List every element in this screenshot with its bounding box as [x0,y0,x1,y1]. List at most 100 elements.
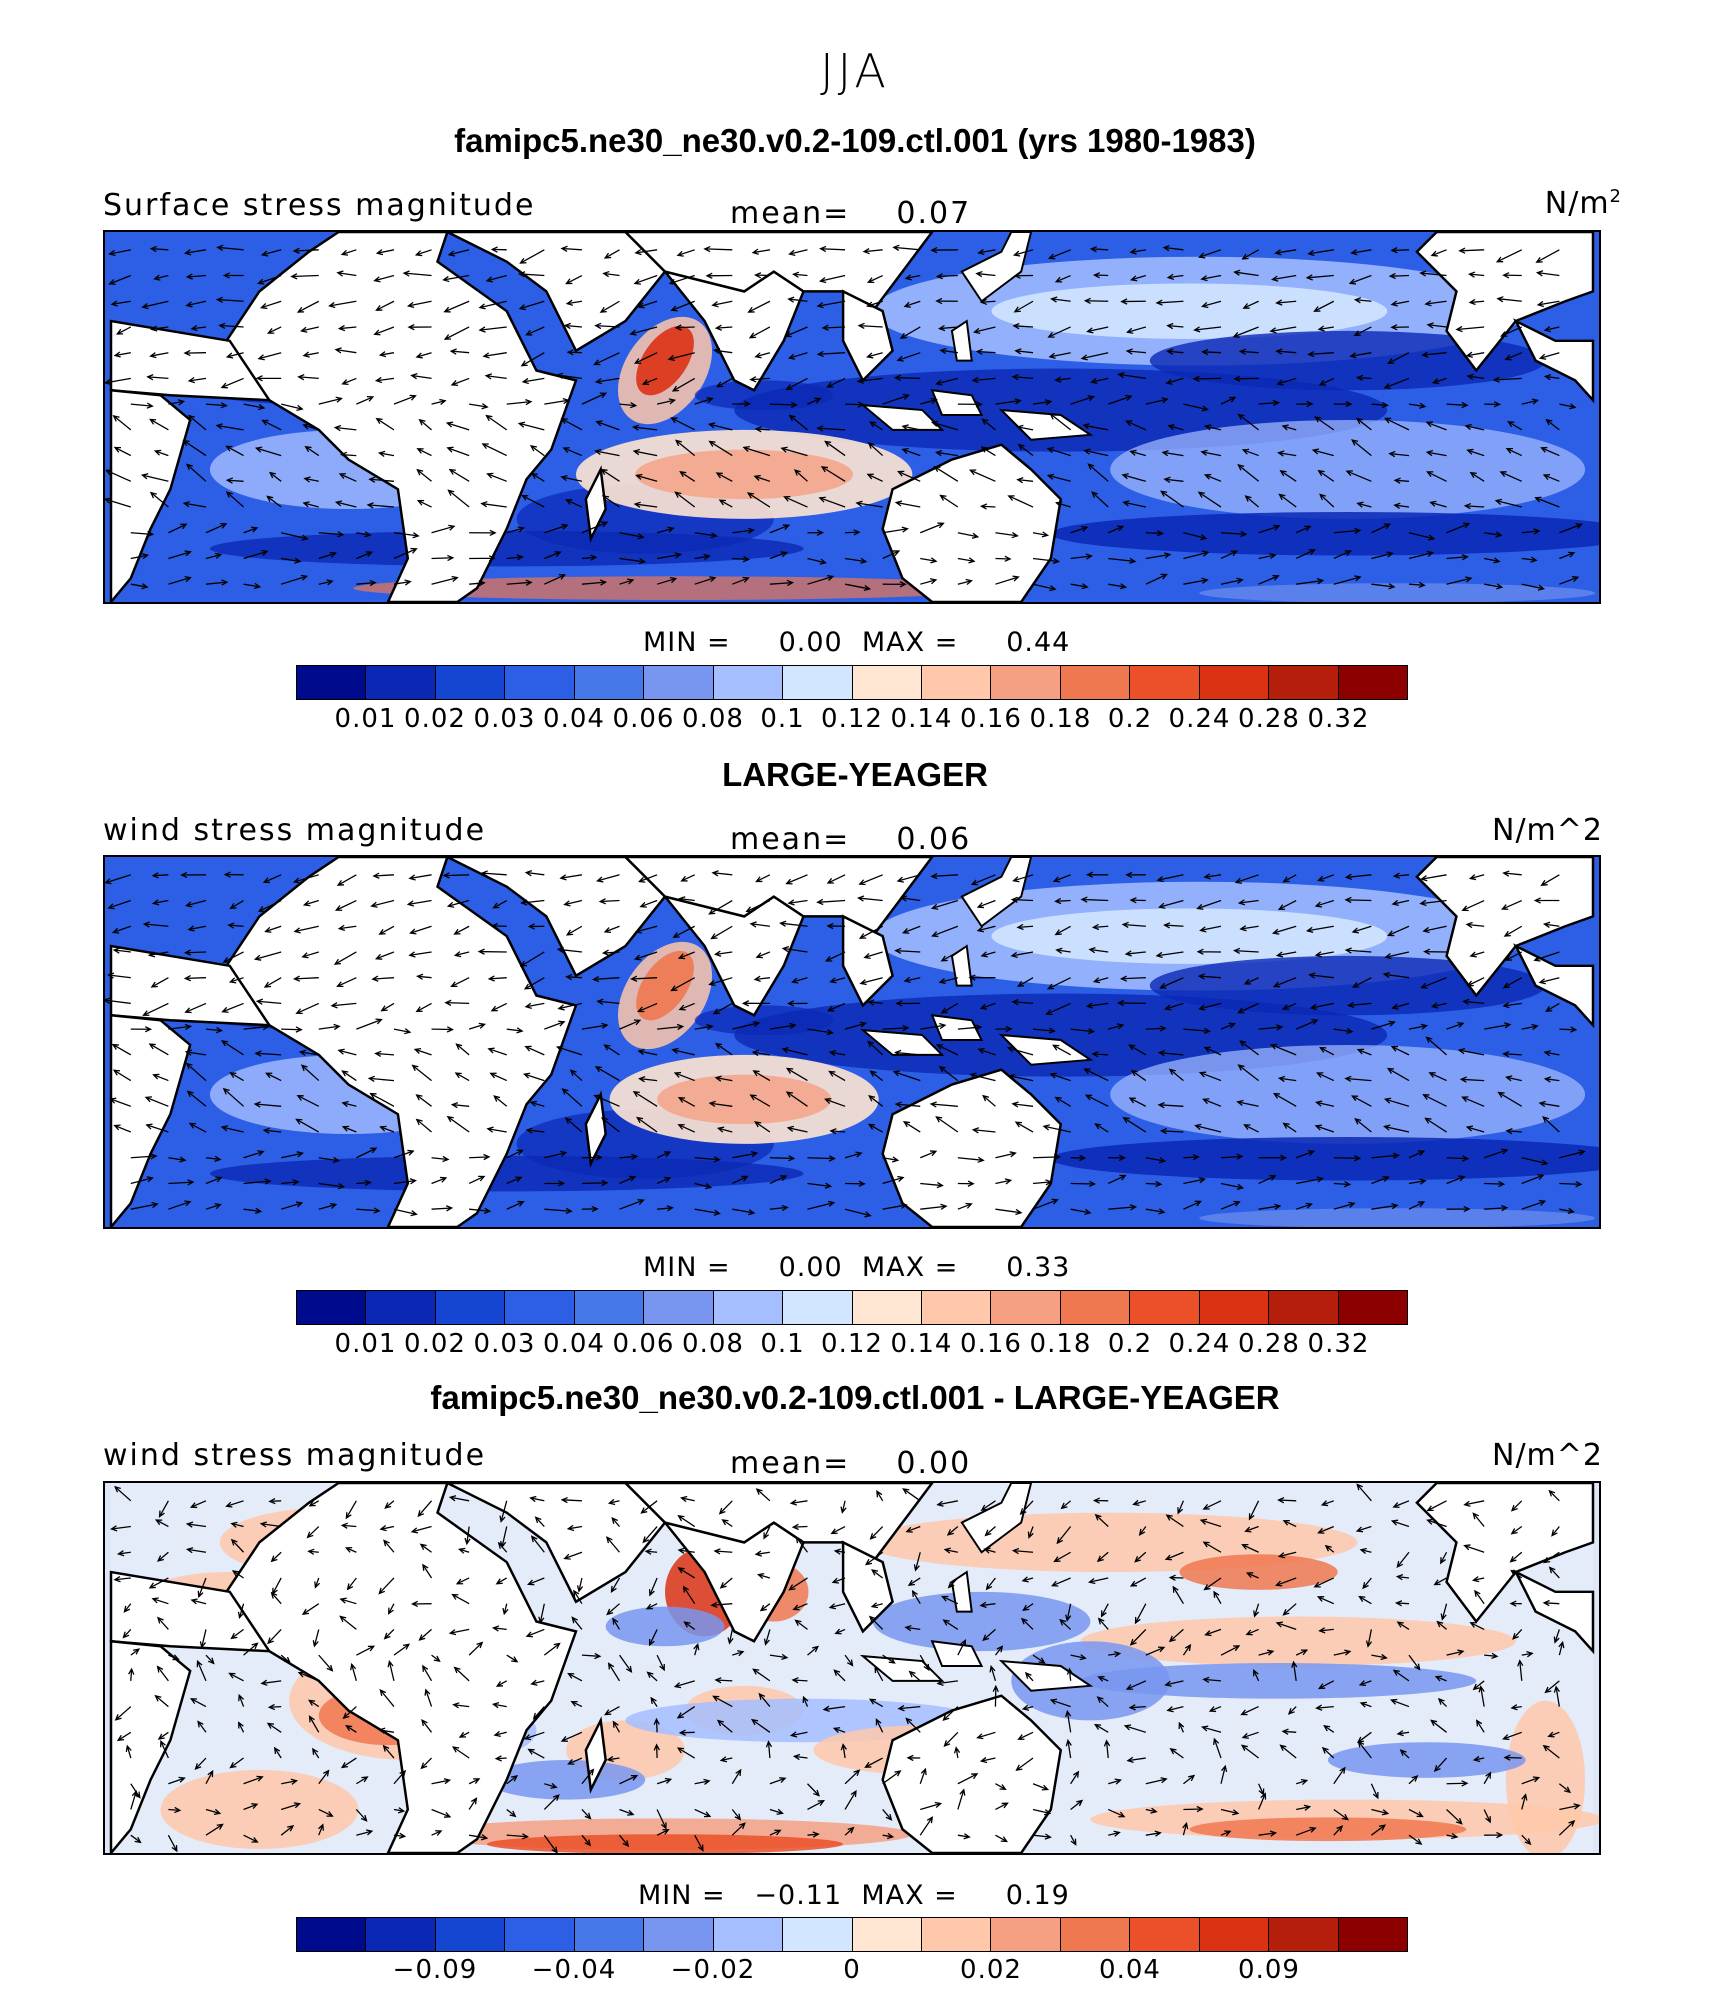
colorbar-swatch [713,1291,784,1324]
colorbar-swatch [783,1918,853,1951]
colorbar-swatch [783,1291,853,1324]
colorbar-tick-label: 0.2 [1107,704,1153,734]
colorbar-swatch [644,1918,714,1951]
colorbar-swatch [574,666,645,699]
panel-1-variable: Surface stress magnitude [103,188,536,223]
panel-2-minmax: MIN = 0.00 MAX = 0.33 [643,1252,1071,1283]
colorbar-swatch [435,1291,506,1324]
colorbar-swatch [921,1291,992,1324]
colorbar-swatch [1130,1291,1200,1324]
colorbar-swatch [505,666,575,699]
colorbar-tick-label: 0.16 [960,1329,1022,1359]
panel-2-mean: mean= 0.06 [730,822,972,857]
colorbar-swatch [713,1918,784,1951]
panel-1-colorbar-ticks: 0.01 0.02 0.03 0.04 0.06 0.08 0.1 0.12 0.14 0.16 0… [0,704,1710,738]
colorbar-tick-label: 0.18 [1029,704,1092,734]
colorbar-tick-label: 0.2 [1107,1329,1153,1359]
colorbar-swatch [366,1918,436,1951]
colorbar-tick-label: 0.28 [1238,1329,1300,1359]
colorbar-swatch [297,1918,367,1951]
colorbar-tick-label: 0.32 [1307,704,1370,734]
panel-3-units: N/m^2 [1492,1438,1603,1473]
colorbar-swatch [1269,1918,1339,1951]
colorbar-tick-label: 0.04 [543,704,605,734]
panel-2-variable: wind stress magnitude [103,813,487,848]
colorbar-swatch [991,1291,1061,1324]
colorbar-tick-label: 0.04 [1099,1955,1161,1985]
colorbar-swatch [435,1918,506,1951]
colorbar-tick-label: 0.12 [821,704,883,734]
panel-3-colorbar-ticks: −0.09 −0.04 −0.02 0 0.02 0.04 0.09 [0,1955,1710,1989]
colorbar-swatch [1269,1291,1339,1324]
panel-1-units: N/m2 [1544,186,1622,221]
panel-1-map [103,230,1601,604]
colorbar-swatch [644,666,714,699]
colorbar-swatch [1338,1918,1407,1951]
colorbar-tick-label: 0.02 [404,704,466,734]
colorbar-swatch [1060,1918,1131,1951]
colorbar-swatch [1338,666,1407,699]
colorbar-swatch [574,1918,645,1951]
colorbar-swatch [1060,1291,1131,1324]
panel-3-title: famipc5.ne30_ne30.v0.2-109.ctl.001 - LAR… [430,1379,1280,1416]
colorbar-swatch [1130,1918,1200,1951]
colorbar-tick-label: 0.16 [960,704,1022,734]
panel-3-variable: wind stress magnitude [103,1438,487,1473]
panel-3-mean: mean= 0.00 [730,1446,972,1481]
panel-1-mean: mean= 0.07 [730,196,972,231]
panel-1-colorbar [296,665,1408,700]
colorbar-tick-label: 0.02 [404,1329,466,1359]
colorbar-tick-label: 0.1 [760,704,805,734]
colorbar-swatch [852,1918,922,1951]
panel-3-map [103,1481,1601,1855]
colorbar-swatch [366,666,436,699]
panel-2-colorbar-ticks: 0.01 0.02 0.03 0.04 0.06 0.08 0.1 0.12 0.14 0.16 0… [0,1329,1710,1363]
colorbar-tick-label: 0.12 [821,1329,883,1359]
colorbar-tick-label: −0.02 [670,1955,756,1985]
panel-2-title: LARGE-YEAGER [722,756,988,793]
colorbar-swatch [921,666,992,699]
colorbar-swatch [1338,1291,1407,1324]
colorbar-swatch [991,666,1061,699]
panel-2-units: N/m^2 [1492,813,1603,848]
panel-2-map [103,855,1601,1229]
colorbar-tick-label: 0.06 [612,1329,675,1359]
colorbar-swatch [1130,666,1200,699]
colorbar-swatch [366,1291,436,1324]
colorbar-swatch [435,666,506,699]
colorbar-swatch [1269,666,1339,699]
colorbar-tick-label: 0.28 [1238,704,1300,734]
panel-3-minmax: MIN = −0.11 MAX = 0.19 [638,1880,1070,1911]
colorbar-swatch [783,666,853,699]
colorbar-tick-label: 0.14 [890,1329,953,1359]
colorbar-tick-label: 0.09 [1238,1955,1300,1985]
colorbar-swatch [991,1918,1061,1951]
colorbar-tick-label: 0.03 [473,704,536,734]
colorbar-tick-label: 0.14 [890,704,953,734]
colorbar-swatch [852,1291,922,1324]
colorbar-tick-label: 0.18 [1029,1329,1092,1359]
colorbar-tick-label: 0.1 [760,1329,805,1359]
colorbar-swatch [297,1291,367,1324]
colorbar-tick-label: 0.02 [960,1955,1022,1985]
colorbar-swatch [505,1291,575,1324]
colorbar-swatch [644,1291,714,1324]
panel-2-colorbar [296,1290,1408,1325]
colorbar-tick-label: 0.08 [682,1329,744,1359]
colorbar-swatch [574,1291,645,1324]
season-title: JJA [820,44,890,98]
colorbar-tick-label: 0.04 [543,1329,605,1359]
colorbar-tick-label: −0.09 [392,1955,478,1985]
colorbar-tick-label: 0.32 [1307,1329,1370,1359]
colorbar-swatch [852,666,922,699]
panel-3-colorbar [296,1917,1408,1952]
colorbar-swatch [297,666,367,699]
colorbar-tick-label: 0.08 [682,704,744,734]
colorbar-swatch [1199,1918,1270,1951]
colorbar-tick-label: 0.01 [334,1329,397,1359]
colorbar-tick-label: −0.04 [531,1955,617,1985]
colorbar-tick-label: 0.03 [473,1329,536,1359]
colorbar-swatch [1199,1291,1270,1324]
colorbar-swatch [1199,666,1270,699]
colorbar-tick-label: 0.06 [612,704,675,734]
